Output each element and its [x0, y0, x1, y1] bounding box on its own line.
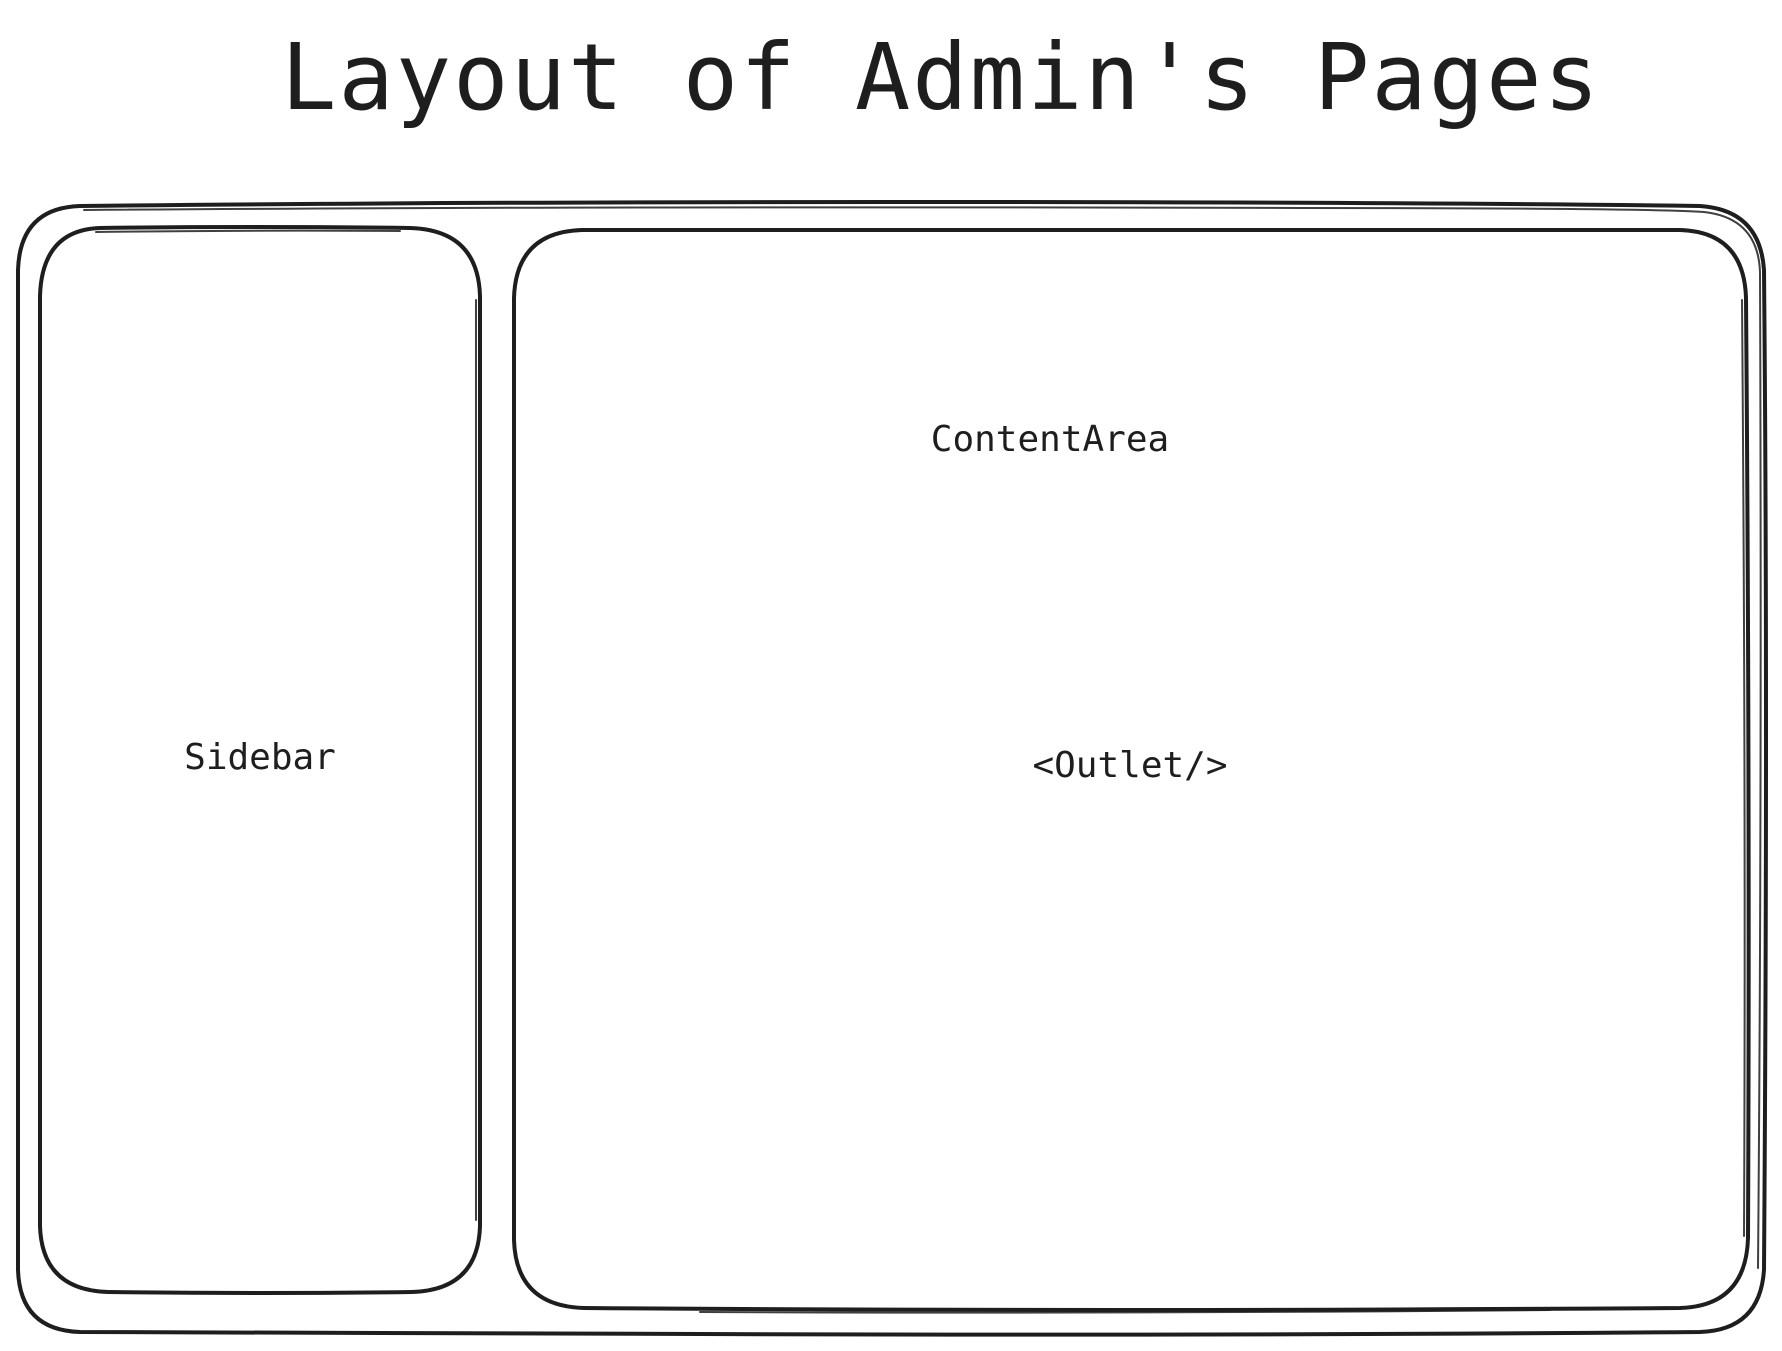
sidebar-box [37, 225, 483, 1295]
outlet-label: <Outlet/> [1032, 745, 1228, 786]
diagram-title: Layout of Admin's Pages [281, 24, 1601, 131]
content-area-label: ContentArea [930, 419, 1170, 460]
content-area-box [511, 227, 1751, 1314]
outer-container-box [15, 200, 1768, 1337]
sidebar-label: Sidebar [184, 737, 336, 778]
